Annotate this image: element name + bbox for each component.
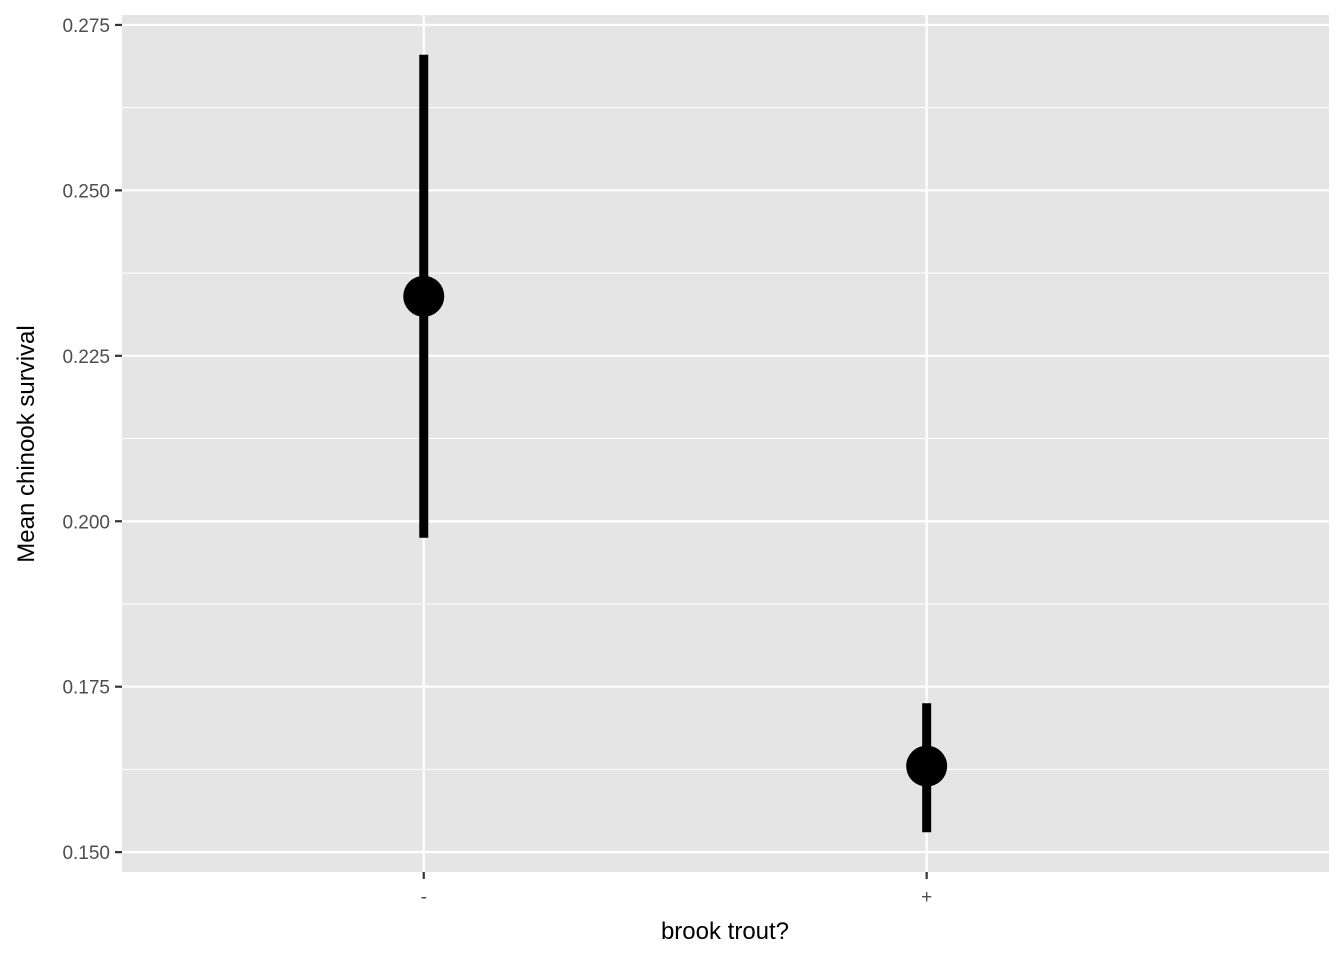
y-axis-title: Mean chinook survival [13, 325, 40, 562]
y-axis: 0.150 0.175 0.200 0.225 0.250 0.275 [62, 16, 122, 864]
y-tick-label: 0.275 [62, 16, 110, 37]
minor-gridlines [122, 107, 1329, 770]
panel-background [122, 15, 1329, 872]
y-tick-label: 0.175 [62, 678, 110, 699]
x-tick-label: + [921, 887, 932, 908]
data-marks [403, 54, 948, 833]
y-tick-label: 0.150 [62, 843, 110, 864]
y-tick-label: 0.225 [62, 347, 110, 368]
y-tick-label: 0.250 [62, 181, 110, 202]
mean-point [906, 745, 948, 787]
y-tick-label: 0.200 [62, 512, 110, 533]
mean-point [403, 275, 445, 317]
x-axis: - + [421, 872, 932, 908]
x-axis-title: brook trout? [661, 918, 789, 945]
x-tick-label: - [421, 887, 427, 908]
